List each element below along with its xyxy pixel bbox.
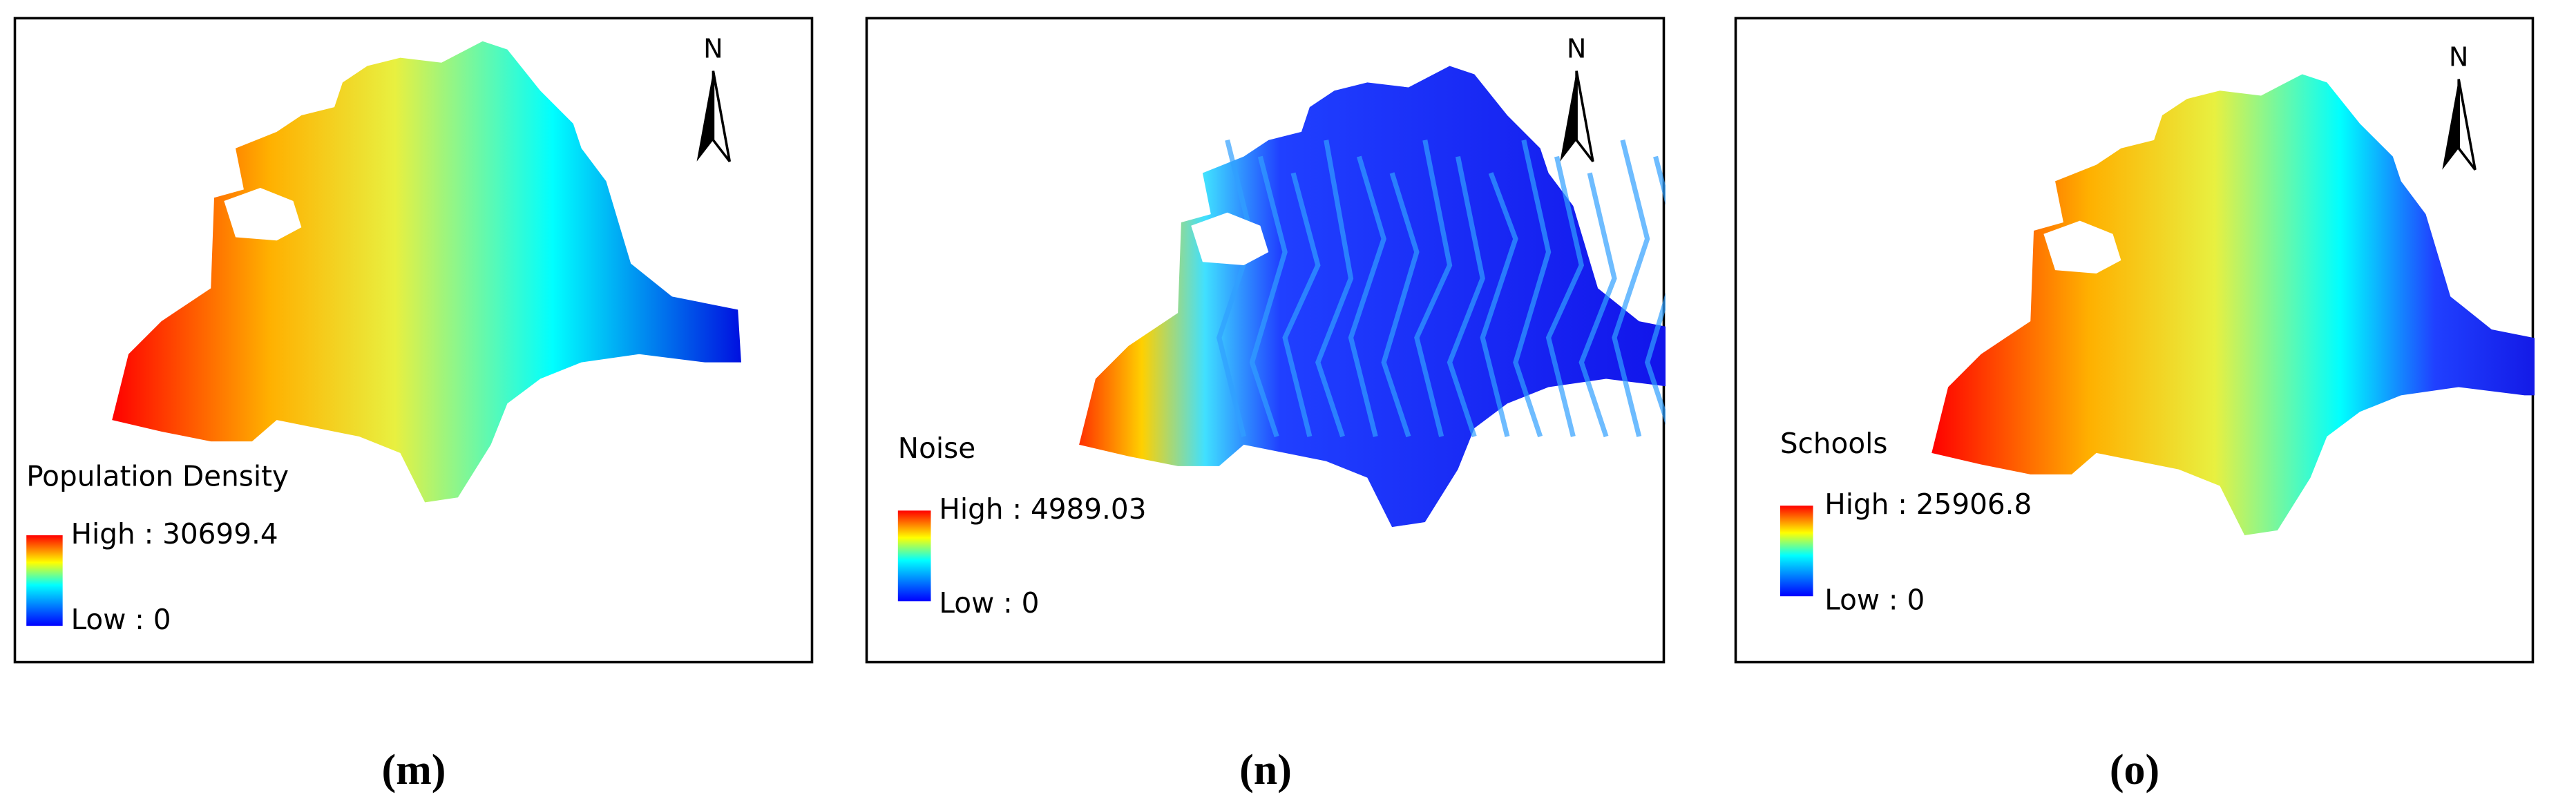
north-arrow-right — [712, 70, 732, 162]
legend-high: High : 4989.03 — [939, 492, 1146, 526]
legend-ramp — [26, 535, 63, 626]
stream — [1381, 172, 1420, 438]
panel-caption: (n) — [1239, 747, 1292, 794]
stream — [1348, 155, 1386, 437]
north-arrow-right — [2457, 79, 2477, 171]
map — [1931, 74, 2535, 536]
north-arrow-right — [1575, 70, 1594, 162]
stream — [1282, 172, 1321, 437]
legend-high: High : 30699.4 — [71, 517, 278, 550]
legend-title: Population Density — [26, 460, 289, 493]
legend-low: Low : 0 — [71, 603, 171, 636]
legend-title: Schools — [1780, 427, 1888, 460]
map-panel: Schools High : 25906.8 Low : 0 N — [1734, 17, 2535, 664]
lake — [2043, 220, 2121, 274]
map — [112, 41, 741, 503]
stream — [1513, 140, 1552, 438]
legend-high: High : 25906.8 — [1824, 488, 2032, 521]
map-panel: Noise High : 4989.03 Low : 0 N — [865, 17, 1666, 664]
lake — [1191, 212, 1269, 266]
stream — [1612, 139, 1650, 437]
region — [1931, 74, 2535, 536]
stream — [1249, 155, 1288, 438]
stream — [1578, 172, 1617, 438]
panel-caption: (o) — [2109, 747, 2160, 794]
panel-caption: (m) — [381, 747, 446, 794]
north-label: N — [1567, 34, 1587, 64]
north-label: N — [2449, 42, 2469, 73]
legend-low: Low : 0 — [939, 586, 1039, 620]
legend-ramp — [897, 510, 931, 602]
map — [1079, 66, 1666, 528]
north-label: N — [703, 34, 723, 64]
stream — [1644, 155, 1666, 425]
stream — [1480, 172, 1518, 437]
stream — [1545, 155, 1585, 437]
stream — [1315, 140, 1354, 438]
stream — [1414, 140, 1453, 437]
map-panel: Population Density High : 30699.4 Low : 0 N — [13, 17, 814, 664]
stream — [1447, 155, 1485, 438]
stream — [1217, 139, 1255, 437]
lake — [224, 187, 302, 241]
region — [112, 41, 741, 503]
legend-title: Noise — [898, 432, 975, 465]
region — [1079, 66, 1666, 528]
legend-ramp — [1780, 506, 1813, 597]
legend-low: Low : 0 — [1824, 583, 1925, 616]
